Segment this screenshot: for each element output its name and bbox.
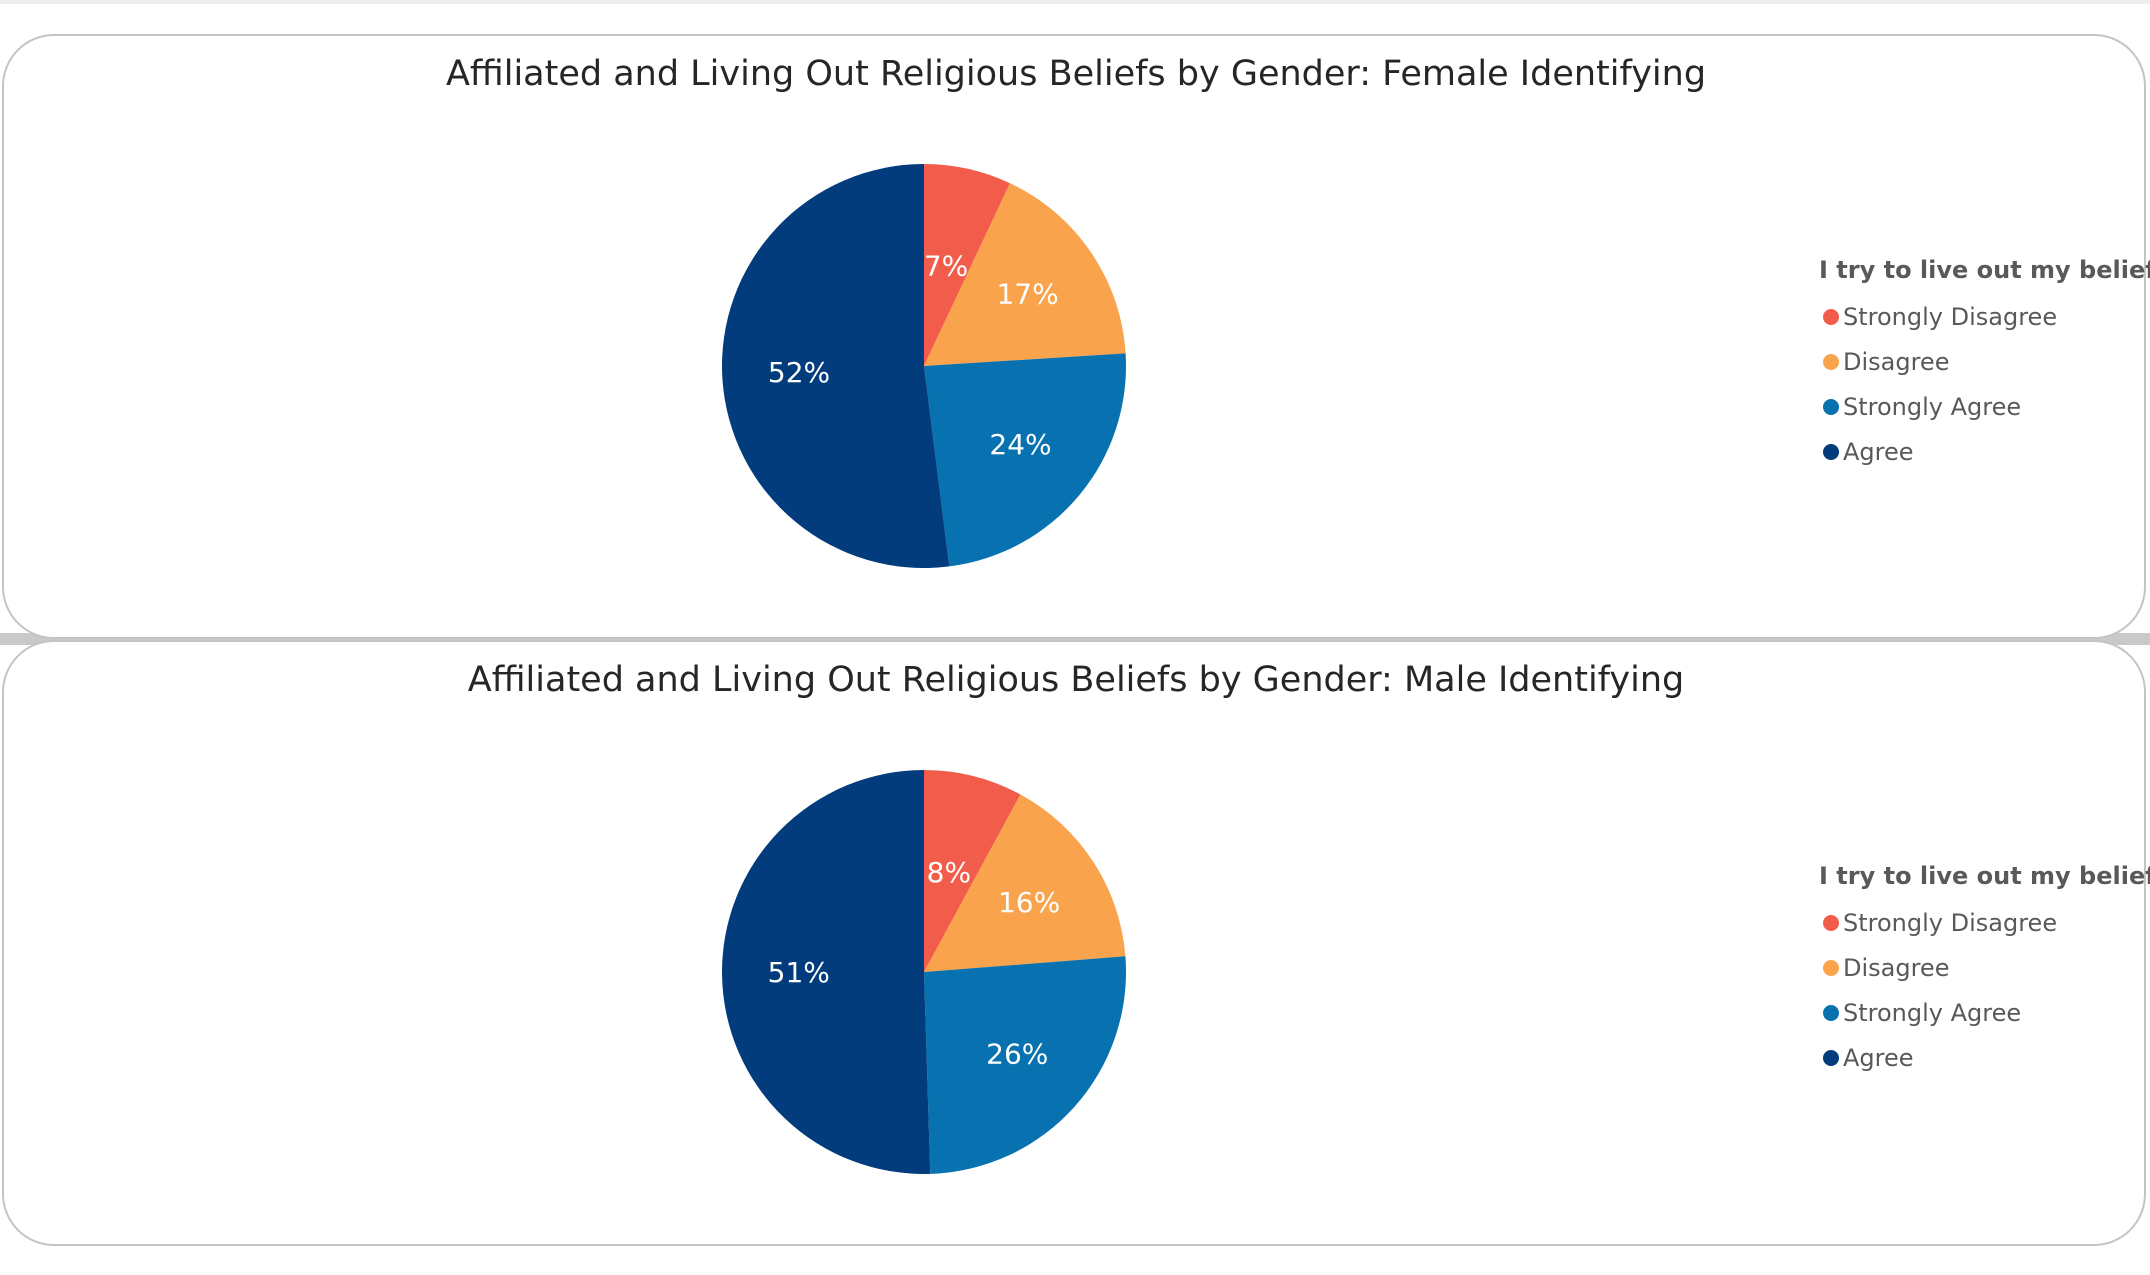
- legend-swatch: [1823, 914, 1839, 931]
- pie-slice-strongly-agree: [924, 353, 1126, 567]
- chart-panel-male: Affiliated and Living Out Religious Beli…: [2, 640, 2150, 1246]
- chart-panel-female: Affiliated and Living Out Religious Beli…: [2, 34, 2150, 639]
- chart-title: Affiliated and Living Out Religious Beli…: [445, 54, 1707, 94]
- data-label-disagree: 16%: [998, 886, 1060, 919]
- legend-title: I try to live out my beliefs: [1819, 862, 2150, 890]
- legend-item-strongly-agree: Strongly Agree: [1819, 990, 2139, 1035]
- legend-item-disagree: Disagree: [1819, 339, 2139, 384]
- data-label-strongly-disagree: 8%: [927, 856, 971, 889]
- legend-label: Disagree: [1843, 347, 1950, 376]
- legend-swatch: [1823, 959, 1839, 976]
- data-label-strongly-agree: 24%: [989, 428, 1051, 461]
- pie-slice-strongly-agree: [924, 956, 1126, 1174]
- legend: I try to live out my beliefs Strongly Di…: [1819, 862, 2150, 1080]
- data-label-agree: 52%: [768, 356, 830, 389]
- legend-item-strongly-disagree: Strongly Disagree: [1819, 294, 2139, 339]
- pie-slice-strongly-disagree: [924, 164, 1011, 366]
- chart-title: Affiliated and Living Out Religious Beli…: [467, 660, 1685, 700]
- legend-title: I try to live out my beliefs: [1819, 256, 2150, 284]
- data-label-strongly-disagree: 7%: [924, 249, 968, 282]
- pie-slice-disagree: [924, 183, 1126, 366]
- legend-label: Strongly Disagree: [1843, 908, 2058, 937]
- legend-swatch: [1823, 308, 1839, 325]
- data-label-strongly-agree: 26%: [986, 1038, 1048, 1071]
- legend-item-strongly-disagree: Strongly Disagree: [1819, 900, 2139, 945]
- page-top-border: [0, 0, 2150, 4]
- legend-item-agree: Agree: [1819, 1035, 2139, 1080]
- legend-label: Agree: [1843, 1043, 1914, 1072]
- pie-slice-strongly-disagree: [924, 770, 1021, 972]
- pie-slice-disagree: [924, 794, 1126, 972]
- legend-swatch: [1823, 443, 1839, 460]
- data-label-agree: 51%: [768, 956, 830, 989]
- legend-label: Agree: [1843, 437, 1914, 466]
- pie-chart-male: 8% 16% 26% 51%: [722, 770, 1126, 1174]
- data-label-disagree: 17%: [996, 278, 1058, 311]
- legend-swatch: [1823, 1004, 1839, 1021]
- legend-item-agree: Agree: [1819, 429, 2139, 474]
- legend-swatch: [1823, 1049, 1839, 1066]
- legend-item-disagree: Disagree: [1819, 945, 2139, 990]
- legend-label: Strongly Disagree: [1843, 302, 2058, 331]
- legend-swatch: [1823, 353, 1839, 370]
- pie-slice-agree: [721, 164, 950, 568]
- pie-chart-female: 7% 17% 24% 52%: [721, 164, 1126, 568]
- legend-swatch: [1823, 398, 1839, 415]
- pie-slice-agree: [722, 770, 931, 1174]
- legend-label: Disagree: [1843, 953, 1950, 982]
- legend: I try to live out my beliefs Strongly Di…: [1819, 256, 2150, 474]
- legend-item-strongly-agree: Strongly Agree: [1819, 384, 2139, 429]
- legend-label: Strongly Agree: [1843, 998, 2022, 1027]
- legend-label: Strongly Agree: [1843, 392, 2022, 421]
